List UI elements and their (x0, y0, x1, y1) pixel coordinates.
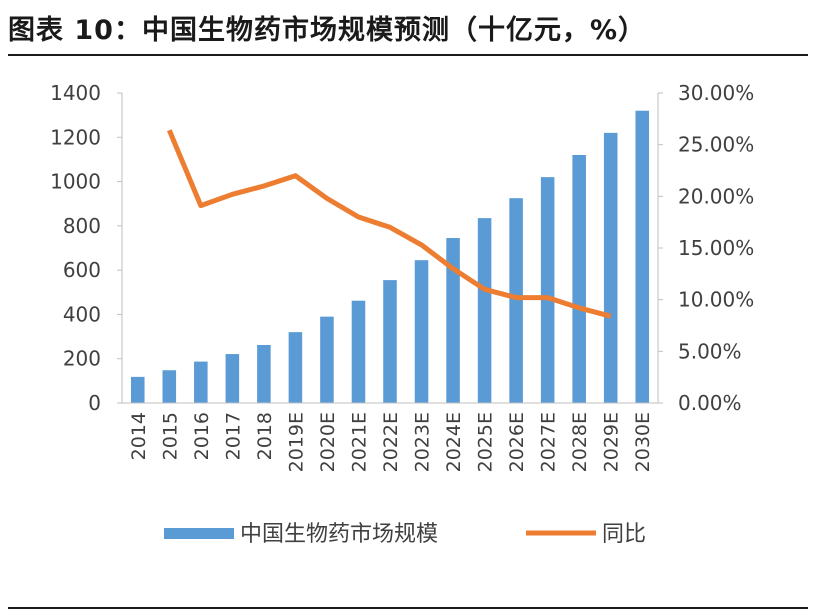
title-rule (8, 54, 808, 56)
x-tick-label: 2025E (475, 412, 497, 472)
x-tick-label: 2026E (506, 412, 528, 472)
figure-title: 图表 10：中国生物药市场规模预测（十亿元，%） (8, 15, 647, 46)
bar (414, 260, 429, 403)
left-y-tick-label: 0 (88, 391, 101, 415)
legend-label-line: 同比 (602, 522, 646, 547)
right-y-tick-label: 0.00% (678, 391, 742, 415)
bar (257, 344, 271, 403)
bar (572, 155, 586, 403)
bar (477, 218, 492, 403)
left-y-tick-label: 1200 (50, 125, 101, 149)
bar (540, 177, 555, 403)
bottom-rule (8, 607, 808, 609)
right-y-tick-label: 10.00% (678, 288, 754, 312)
x-tick-label: 2019E (285, 412, 307, 472)
bar (383, 280, 397, 403)
right-y-tick-label: 15.00% (678, 236, 754, 260)
left-y-tick-label: 200 (63, 347, 101, 371)
bar (162, 370, 177, 403)
bar (130, 376, 145, 403)
legend-label-bar: 中国生物药市场规模 (240, 522, 438, 547)
x-tick-label: 2014 (128, 412, 150, 460)
right-y-tick-label: 30.00% (678, 81, 754, 105)
x-tick-label: 2027E (538, 412, 560, 472)
right-y-tick-label: 20.00% (678, 184, 754, 208)
left-y-tick-label: 600 (63, 258, 101, 282)
growth-line (166, 129, 612, 319)
x-tick-label: 2016 (191, 412, 213, 460)
left-y-tick-label: 1000 (50, 170, 101, 194)
legend-swatch-bar (164, 528, 234, 539)
bar (635, 110, 650, 403)
right-y-tick-label: 25.00% (678, 133, 754, 157)
x-tick-label: 2030E (632, 412, 654, 472)
x-tick-label: 2015 (159, 412, 181, 460)
left-y-tick-label: 800 (63, 214, 101, 238)
x-tick-label: 2020E (317, 412, 339, 472)
x-tick-label: 2018 (254, 412, 276, 460)
left-y-tick-label: 1400 (50, 81, 101, 105)
bar (320, 316, 334, 403)
bar (446, 238, 460, 403)
x-tick-label: 2021E (348, 412, 370, 472)
right-y-tick-label: 5.00% (678, 339, 742, 363)
x-tick-label: 2029E (601, 412, 623, 472)
bar (288, 332, 303, 403)
bar (351, 300, 366, 403)
x-tick-label: 2028E (569, 412, 591, 472)
bar (603, 132, 618, 403)
bar (194, 361, 208, 403)
x-tick-label: 2022E (380, 412, 402, 472)
bar (509, 198, 523, 403)
bar (225, 354, 240, 403)
left-y-tick-label: 400 (63, 302, 101, 326)
x-tick-label: 2017 (222, 412, 244, 460)
x-tick-label: 2024E (443, 412, 465, 472)
x-tick-label: 2023E (412, 412, 434, 472)
